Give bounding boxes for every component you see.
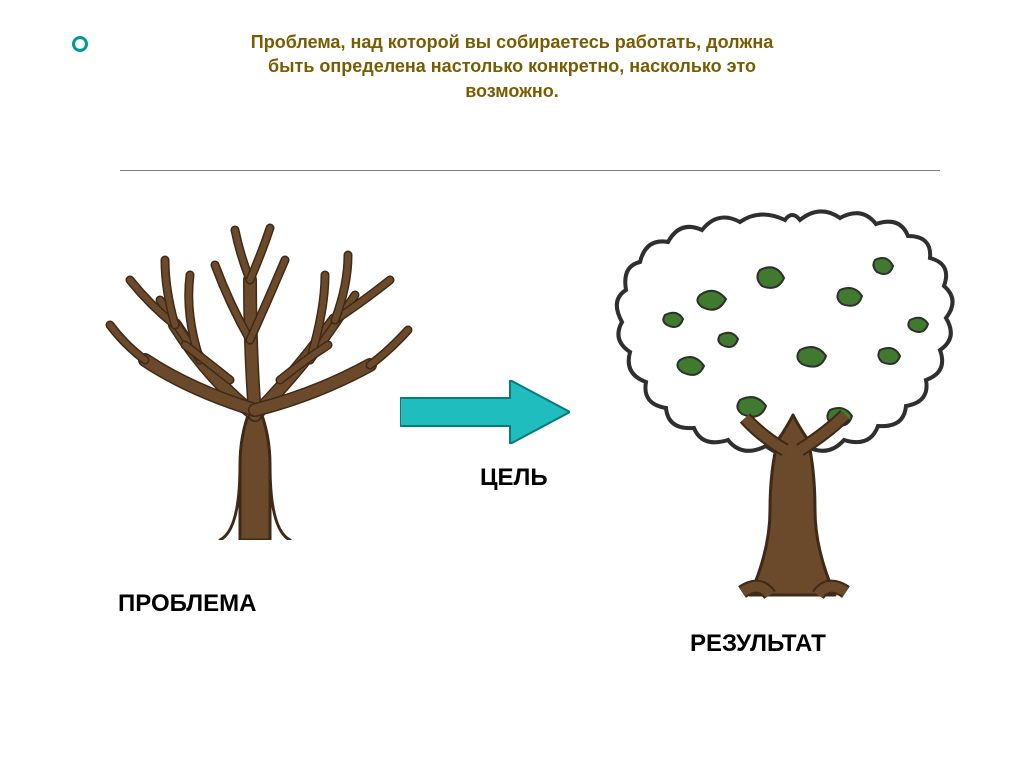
title-line-3: возможно.: [465, 81, 559, 101]
goal-label: ЦЕЛЬ: [480, 464, 548, 492]
slide: Проблема, над которой вы собираетесь раб…: [0, 0, 1024, 768]
problem-label: ПРОБЛЕМА: [118, 590, 256, 618]
arrow-icon: [400, 380, 570, 444]
title-line-2: быть определена настолько конкретно, нас…: [268, 56, 756, 76]
result-label: РЕЗУЛЬТАТ: [690, 630, 826, 658]
title-bullet-icon: [72, 36, 88, 52]
slide-title: Проблема, над которой вы собираетесь раб…: [190, 30, 834, 103]
bare-tree-icon: [90, 210, 420, 540]
title-line-1: Проблема, над которой вы собираетесь раб…: [251, 32, 773, 52]
separator-line: [120, 170, 940, 171]
full-tree-icon: [610, 200, 970, 600]
